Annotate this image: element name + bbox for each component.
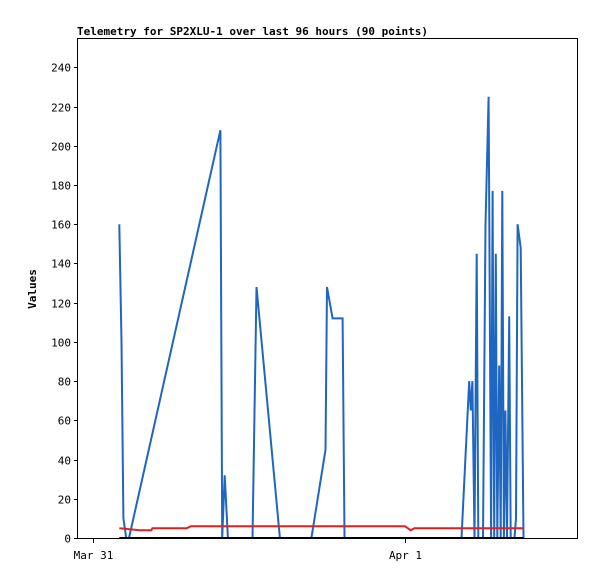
y-axis-label: Values (26, 269, 39, 309)
y-tick-label: 180 (51, 180, 71, 193)
y-tick-label: 200 (51, 141, 71, 154)
y-tick-label: 20 (58, 494, 71, 507)
chart-title: Telemetry for SP2XLU-1 over last 96 hour… (77, 25, 428, 38)
y-axis: 0 20 40 60 80 100 120 140 160 180 200 220 240 (51, 62, 78, 546)
y-tick-label: 100 (51, 337, 71, 350)
y-tick-label: 240 (51, 62, 71, 75)
series-line-1 (118, 96, 525, 539)
plot-area (118, 96, 525, 539)
x-tick-label: Apr 1 (389, 549, 422, 562)
y-tick-label: 120 (51, 298, 71, 311)
x-tick-label: Mar 31 (74, 549, 114, 562)
y-tick-label: 40 (58, 455, 71, 468)
y-tick-label: 160 (51, 219, 71, 232)
x-axis: Mar 31 Apr 1 (74, 538, 422, 562)
y-tick-label: 80 (58, 376, 71, 389)
y-tick-label: 0 (64, 533, 71, 546)
y-tick-label: 220 (51, 102, 71, 115)
y-tick-label: 60 (58, 415, 71, 428)
y-tick-label: 140 (51, 258, 71, 271)
series-line-2 (119, 525, 524, 532)
